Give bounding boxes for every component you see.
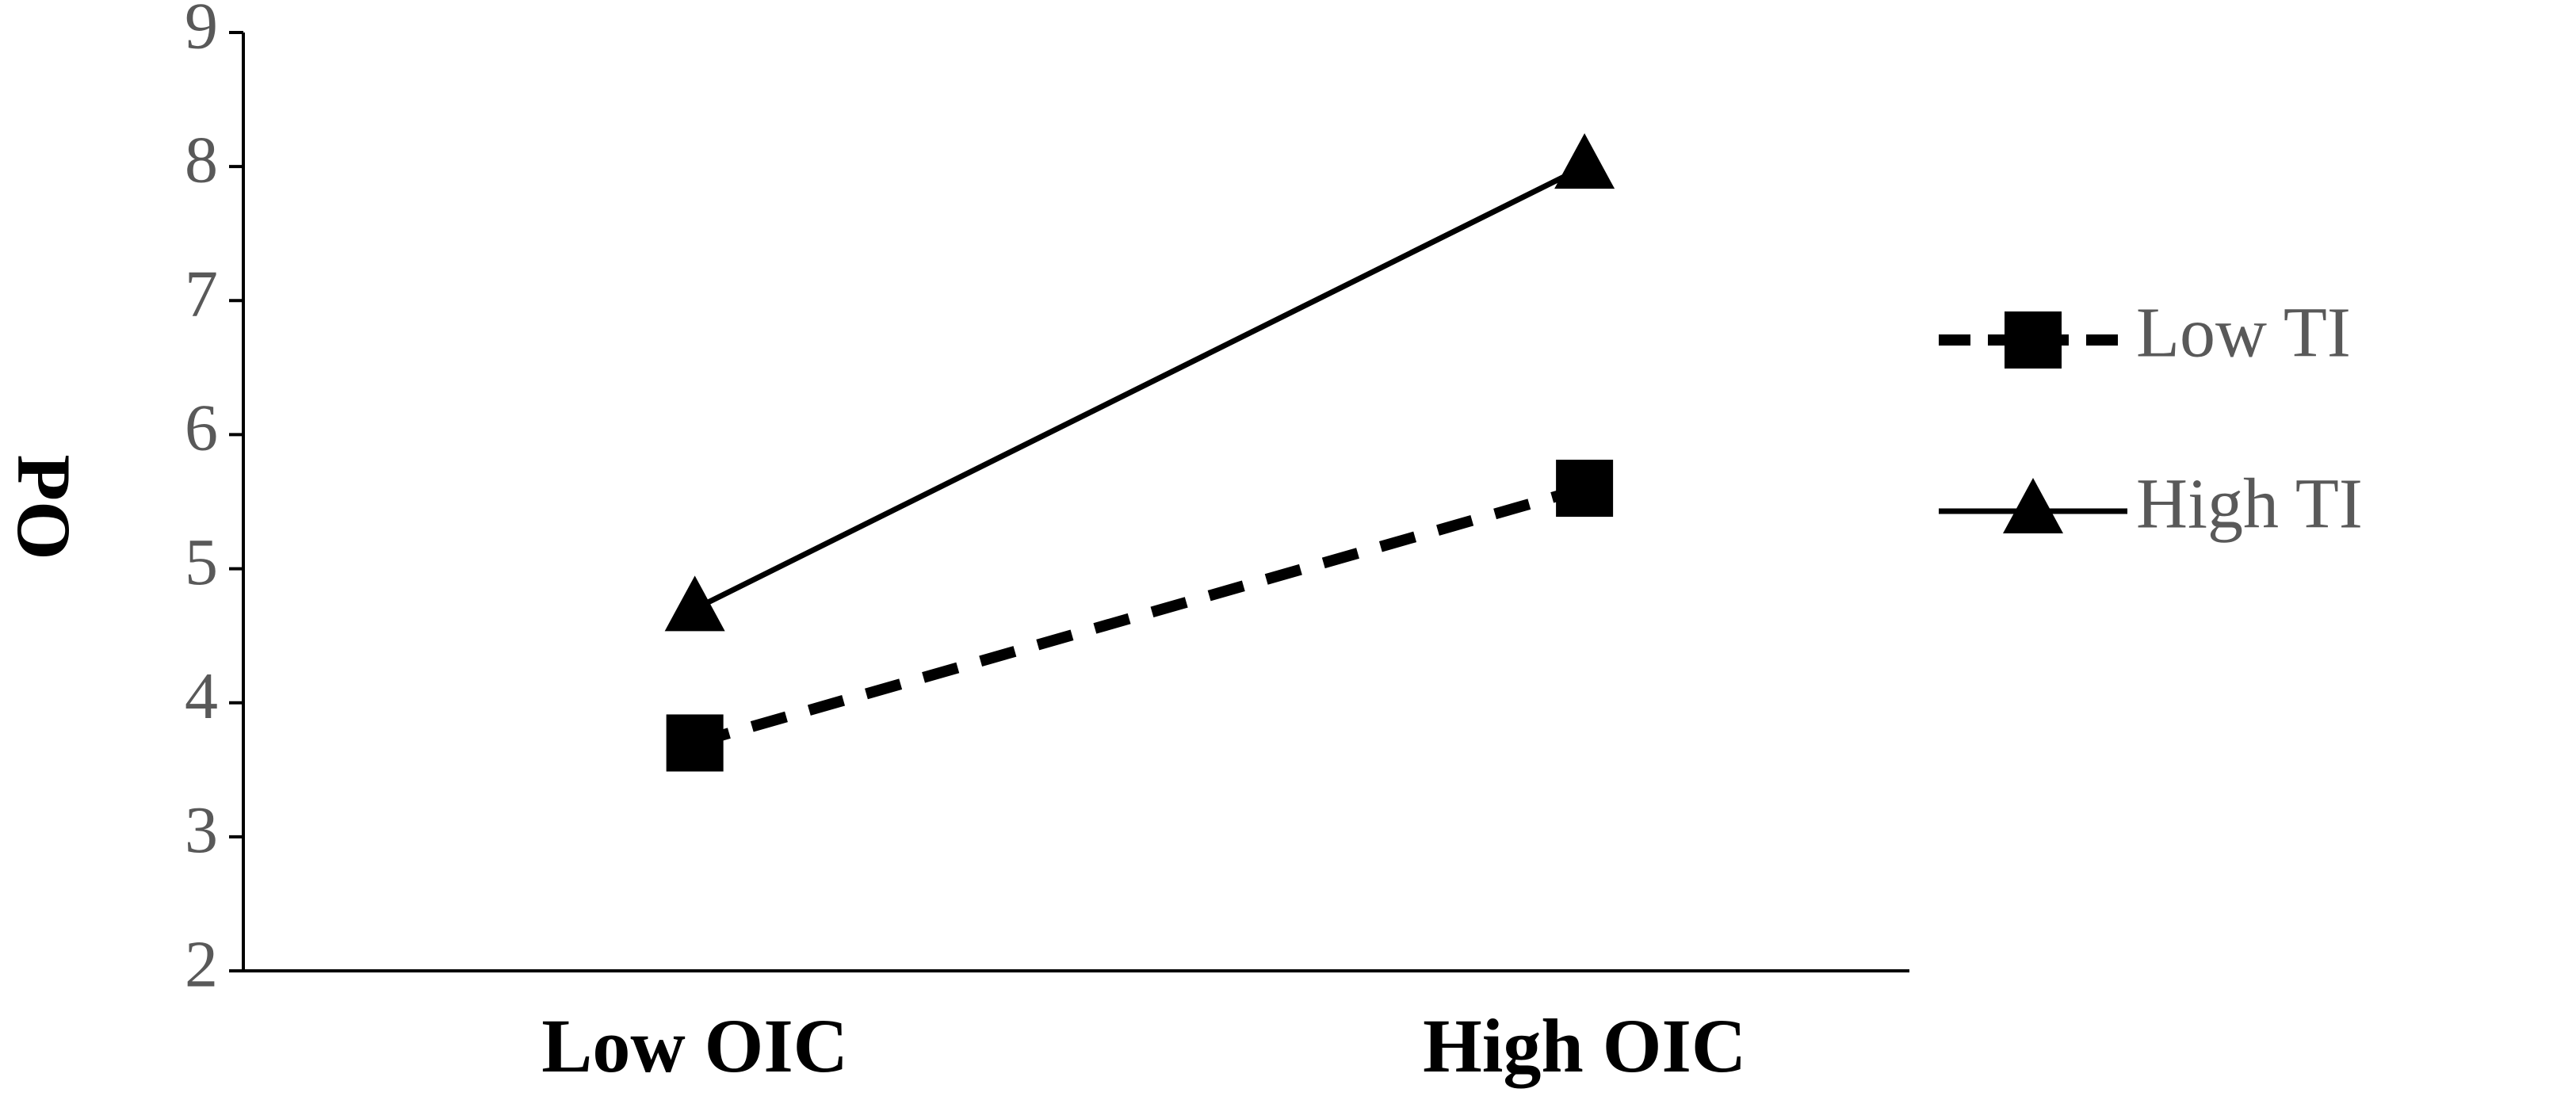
y-axis-label: PO [2, 454, 86, 560]
marker [666, 714, 724, 772]
marker [1556, 460, 1614, 518]
marker [664, 575, 725, 632]
y-tick-label: 6 [185, 392, 218, 465]
y-tick-label: 7 [185, 258, 218, 331]
legend-label: Low TI [2136, 294, 2351, 372]
x-tick-label: High OIC [1423, 1003, 1746, 1088]
x-tick-label: Low OIC [541, 1003, 848, 1088]
marker [1554, 133, 1615, 189]
y-tick-label: 4 [185, 659, 218, 733]
series-line [693, 483, 1587, 749]
y-tick-label: 9 [185, 0, 218, 63]
y-tick-label: 8 [185, 123, 218, 197]
legend-marker [2003, 478, 2063, 533]
y-tick-label: 2 [185, 927, 218, 1001]
y-tick-label: 3 [185, 793, 218, 867]
legend-label: High TI [2136, 465, 2363, 544]
series-line [694, 164, 1586, 612]
y-tick-label: 5 [185, 525, 218, 599]
legend-marker [2005, 311, 2062, 369]
